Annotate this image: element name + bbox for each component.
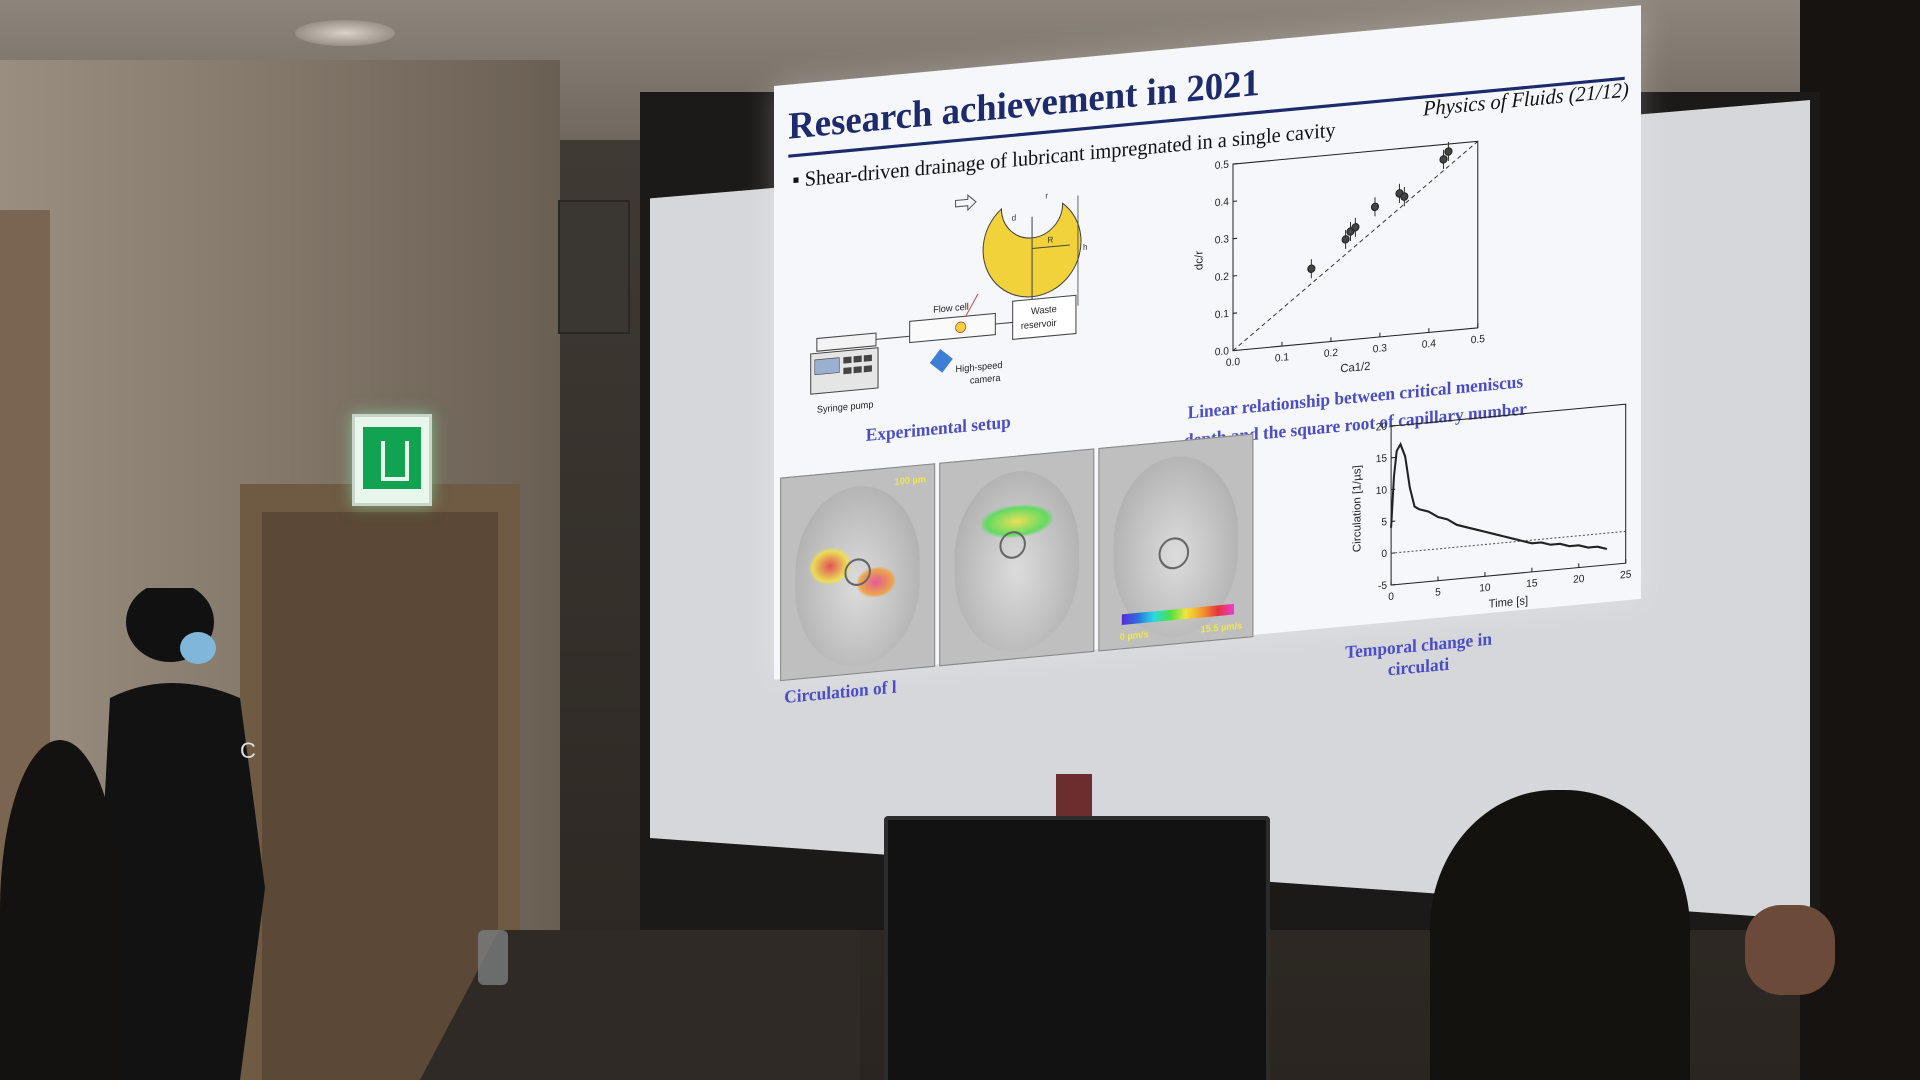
data-point (1371, 203, 1378, 211)
x-tick-label: 0.5 (1471, 334, 1485, 347)
scale-bar-label: 100 µm (895, 474, 926, 488)
svg-text:camera: camera (970, 373, 1001, 386)
x-tick-label: 0.1 (1275, 352, 1289, 365)
data-point (1440, 155, 1447, 163)
y-tick-label: 0.4 (1215, 197, 1229, 210)
y-tick-label: 0.3 (1215, 234, 1229, 247)
ceiling-light (295, 20, 395, 46)
y-tick-label: 0.2 (1215, 271, 1229, 284)
water-bottle (478, 930, 508, 985)
piv-image-1: 100 µm (780, 463, 935, 681)
y-tick-label: 20 (1376, 421, 1388, 433)
x-axis-label: Ca1/2 (1340, 361, 1370, 376)
y-tick-label: 0.5 (1215, 159, 1229, 172)
flow-cell-label: Flow cell (933, 301, 969, 314)
fit-line (1233, 141, 1478, 350)
data-point (1401, 193, 1408, 201)
audience-head-right (1430, 790, 1690, 1080)
data-point (1308, 265, 1315, 273)
y-tick-label: -5 (1378, 580, 1387, 592)
y-tick-label: 15 (1376, 453, 1388, 465)
colorbar-low-label: 0 µm/s (1120, 629, 1149, 642)
x-tick-label: 20 (1573, 574, 1585, 586)
y-tick-label: 0 (1381, 549, 1387, 561)
foreground-monitor (884, 816, 1270, 1080)
piv-image-2 (939, 448, 1094, 666)
presentation-slide: Research achievement in 2021 Physics of … (774, 5, 1641, 679)
waste-reservoir (1013, 295, 1076, 339)
y-tick-label: 0.1 (1215, 309, 1229, 322)
x-tick-label: 0 (1388, 591, 1394, 603)
data-point (1352, 223, 1359, 231)
x-tick-label: 0.4 (1422, 338, 1436, 351)
y-tick-label: 10 (1376, 485, 1388, 497)
zero-line (1391, 531, 1626, 553)
presenter: C (90, 588, 290, 1080)
circulation-series (1391, 425, 1607, 569)
y-axis-label: dc/r (1194, 250, 1206, 271)
dim-h: h (1083, 242, 1088, 253)
door (262, 512, 498, 1080)
piv-image-3: 0 µm/s 15.5 µm/s (1098, 434, 1253, 652)
syringe-pump-label: Syringe pump (817, 399, 874, 414)
x-axis-label: Time [s] (1489, 595, 1528, 611)
x-tick-label: 10 (1479, 582, 1491, 594)
x-tick-label: 0.2 (1324, 348, 1338, 361)
lectern-object (1056, 774, 1092, 820)
y-tick-label: 0.0 (1215, 346, 1229, 359)
x-tick-label: 5 (1435, 587, 1441, 599)
svg-text:C: C (240, 738, 256, 763)
wall-speaker (558, 200, 630, 334)
audience-hand (1745, 905, 1835, 995)
exit-sign-icon (352, 414, 432, 506)
camera-icon (930, 349, 953, 373)
data-point (1342, 235, 1349, 243)
flow-cell (910, 313, 996, 342)
meniscus-depth-chart: 0.0 0.1 0.2 0.3 0.4 0.5 0.0 0.1 0.2 0.3 0.4 0.5 Ca1/… (1182, 125, 1498, 398)
dim-r: r (1045, 190, 1048, 200)
data-point (1445, 147, 1452, 155)
x-tick-label: 25 (1620, 569, 1632, 581)
dim-d: d (1012, 212, 1017, 223)
x-tick-label: 0.0 (1226, 357, 1240, 370)
experimental-setup-diagram: d r R h Waste reservoir Flow cell High (803, 175, 1140, 429)
y-tick-label: 5 (1381, 517, 1387, 529)
audience-head-left (0, 740, 120, 1080)
plot-frame (1391, 404, 1626, 585)
dim-R: R (1047, 234, 1053, 245)
y-axis-label: Circulation [1/µs] (1352, 465, 1364, 553)
x-tick-label: 15 (1526, 578, 1538, 590)
x-tick-label: 0.3 (1373, 343, 1387, 356)
flow-arrow-icon (956, 194, 976, 211)
